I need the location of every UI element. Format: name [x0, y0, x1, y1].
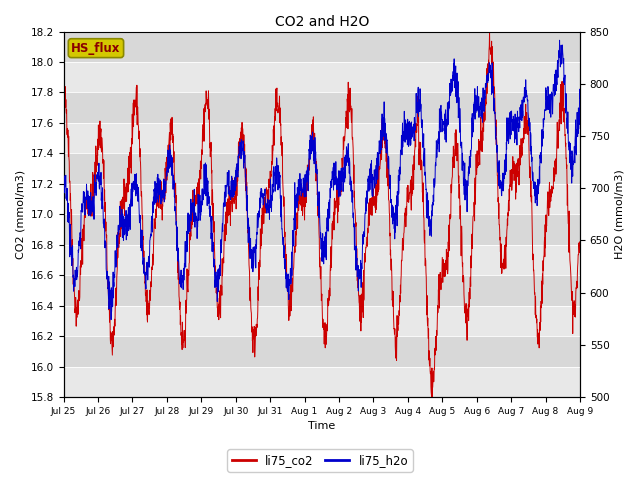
Y-axis label: H2O (mmol/m3): H2O (mmol/m3): [615, 169, 625, 259]
Bar: [63, 336, 580, 367]
X-axis label: Time: Time: [308, 421, 335, 432]
Bar: [63, 123, 580, 154]
Legend: li75_co2, li75_h2o: li75_co2, li75_h2o: [227, 449, 413, 472]
Title: CO2 and H2O: CO2 and H2O: [275, 15, 369, 29]
Bar: [63, 184, 580, 215]
Bar: [63, 245, 580, 275]
Text: HS_flux: HS_flux: [71, 42, 121, 55]
Bar: [63, 32, 580, 62]
Bar: [63, 215, 580, 245]
Y-axis label: CO2 (mmol/m3): CO2 (mmol/m3): [15, 170, 25, 259]
Bar: [63, 62, 580, 93]
Bar: [63, 93, 580, 123]
Bar: [63, 306, 580, 336]
Bar: [63, 367, 580, 397]
Bar: [63, 275, 580, 306]
Bar: [63, 154, 580, 184]
